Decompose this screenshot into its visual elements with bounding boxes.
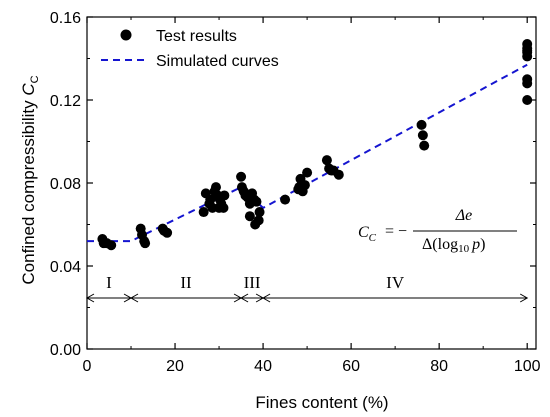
x-tick-label: 40	[254, 358, 272, 375]
test-result-point	[419, 140, 430, 151]
region-label: I	[106, 273, 112, 292]
formula-lhs-var: C	[358, 224, 369, 241]
legend-label-test-results: Test results	[156, 28, 237, 45]
simulated-curve-layer	[87, 63, 528, 243]
x-tick-label: 20	[166, 358, 184, 375]
formula: CC = − Δe Δ(log10 p)	[358, 207, 517, 255]
region-arrow-head	[130, 293, 139, 303]
test-result-point	[210, 182, 221, 193]
formula-numerator: Δe	[455, 207, 473, 224]
region-arrow-head	[519, 293, 529, 303]
y-axis-title: Confined compressibility CC	[19, 75, 41, 284]
y-axis-title-main: Confined compressibility	[19, 96, 38, 285]
x-tick-label: 80	[430, 358, 448, 375]
test-results-layer	[97, 38, 533, 251]
y-tick-label: 0.04	[50, 259, 81, 276]
y-axis-title-subscript: C	[29, 75, 41, 83]
x-tick-label: 0	[83, 358, 92, 375]
formula-den-sub: 10	[458, 243, 470, 255]
test-result-point	[416, 119, 427, 130]
y-tick-label: 0.12	[50, 93, 81, 110]
test-result-point	[251, 196, 262, 207]
test-result-point	[280, 194, 291, 205]
y-tick-label: 0.16	[50, 10, 81, 27]
test-result-point	[198, 207, 209, 218]
simulated-curve-line	[87, 63, 528, 243]
test-result-point	[302, 167, 313, 178]
y-axis-title-symbol: C	[19, 83, 38, 96]
x-axis-title: Fines content (%)	[255, 393, 388, 412]
regions-layer: I II III IV	[85, 273, 529, 306]
formula-lhs: CC	[358, 224, 377, 244]
test-result-point	[254, 207, 265, 218]
test-result-point	[333, 169, 344, 180]
test-result-point	[522, 74, 533, 85]
test-result-point	[205, 194, 216, 205]
formula-den-prefix: Δ(log	[422, 236, 458, 253]
formula-den-suffix: )	[480, 236, 485, 253]
test-result-point	[417, 130, 428, 141]
formula-denominator: Δ(log10 p)	[422, 236, 485, 255]
legend-label-simulated-curves: Simulated curves	[156, 53, 279, 70]
region-label: III	[244, 273, 261, 292]
x-tick-label: 100	[514, 358, 541, 375]
formula-equals: = −	[385, 223, 407, 240]
test-result-point	[219, 190, 230, 201]
test-result-point	[244, 211, 255, 222]
y-tick-label: 0.08	[50, 176, 81, 193]
test-result-point	[106, 240, 117, 251]
test-result-point	[236, 171, 247, 182]
region-label: IV	[386, 273, 405, 292]
test-result-point	[522, 38, 533, 49]
ticks: 0 20 40 60 80 100 0.00 0.04 0.08 0.12 0.16	[50, 10, 541, 375]
legend: Test results Simulated curves	[101, 28, 279, 70]
legend-marker-test-results	[120, 29, 132, 41]
test-result-point	[321, 155, 332, 166]
region-arrow-head	[240, 293, 249, 303]
formula-den-var: p	[471, 236, 480, 253]
formula-lhs-sub: C	[369, 232, 377, 244]
test-result-point	[522, 95, 533, 105]
test-result-point	[140, 238, 151, 249]
region-label: II	[180, 273, 192, 292]
test-result-point	[162, 227, 173, 238]
region-arrow-head	[262, 293, 271, 303]
test-result-point	[299, 180, 310, 191]
x-tick-label: 60	[342, 358, 360, 375]
test-result-point	[253, 215, 264, 226]
test-result-point	[218, 202, 229, 213]
y-tick-label: 0.00	[50, 342, 81, 359]
